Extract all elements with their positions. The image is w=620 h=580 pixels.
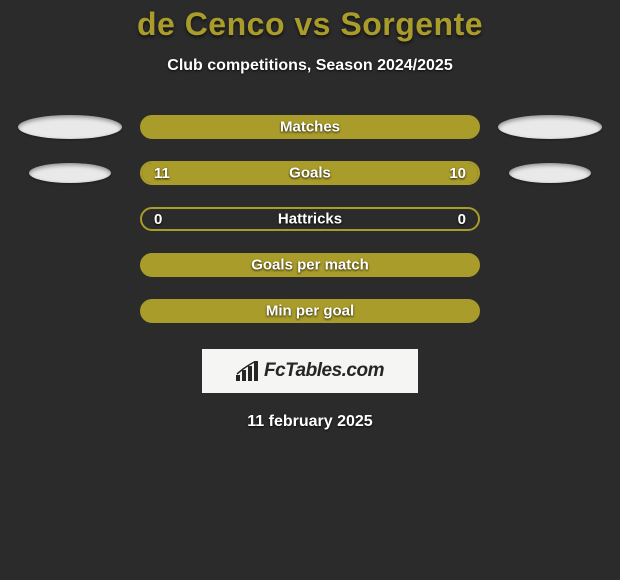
stat-row: Matches <box>0 115 620 139</box>
player-ellipse-right <box>509 163 591 183</box>
stat-value-left: 11 <box>154 165 170 182</box>
left-ellipse-slot <box>0 163 140 183</box>
player-ellipse-left <box>29 163 111 183</box>
stat-bar: Matches <box>140 115 480 139</box>
stat-bar: Goals per match <box>140 253 480 277</box>
stats-rows: Matches 11 10 Goals 0 0 Hattricks Goals per mat… <box>0 115 620 345</box>
stat-row: 0 0 Hattricks <box>0 207 620 231</box>
stat-bar-wrap: Min per goal <box>140 299 480 323</box>
stat-bar-wrap: 0 0 Hattricks <box>140 207 480 231</box>
stat-label: Goals <box>289 165 331 182</box>
left-ellipse-slot <box>0 115 140 139</box>
stat-row: Min per goal <box>0 299 620 323</box>
right-ellipse-slot <box>480 163 620 183</box>
stat-label: Hattricks <box>278 211 342 228</box>
page-title: de Cenco vs Sorgente <box>137 6 483 43</box>
stat-value-right: 0 <box>458 211 466 228</box>
date-text: 11 february 2025 <box>247 413 372 431</box>
stat-bar-wrap: 11 10 Goals <box>140 161 480 185</box>
right-ellipse-slot <box>480 115 620 139</box>
stat-bar: Min per goal <box>140 299 480 323</box>
stat-bar-wrap: Goals per match <box>140 253 480 277</box>
logo-text: FcTables.com <box>264 360 384 382</box>
page-subtitle: Club competitions, Season 2024/2025 <box>167 57 452 75</box>
player-ellipse-right <box>498 115 602 139</box>
stat-label: Goals per match <box>251 257 369 274</box>
logo-box[interactable]: FcTables.com <box>202 349 418 393</box>
stat-bar-wrap: Matches <box>140 115 480 139</box>
stat-value-right: 10 <box>449 165 466 182</box>
stat-label: Matches <box>280 119 340 136</box>
stat-bar: 0 0 Hattricks <box>140 207 480 231</box>
stat-row: Goals per match <box>0 253 620 277</box>
stat-row: 11 10 Goals <box>0 161 620 185</box>
stat-label: Min per goal <box>266 303 354 320</box>
infographic-container: de Cenco vs Sorgente Club competitions, … <box>0 0 620 431</box>
player-ellipse-left <box>18 115 122 139</box>
stat-value-left: 0 <box>154 211 162 228</box>
fctables-logo-icon <box>236 361 258 381</box>
stat-bar: 11 10 Goals <box>140 161 480 185</box>
